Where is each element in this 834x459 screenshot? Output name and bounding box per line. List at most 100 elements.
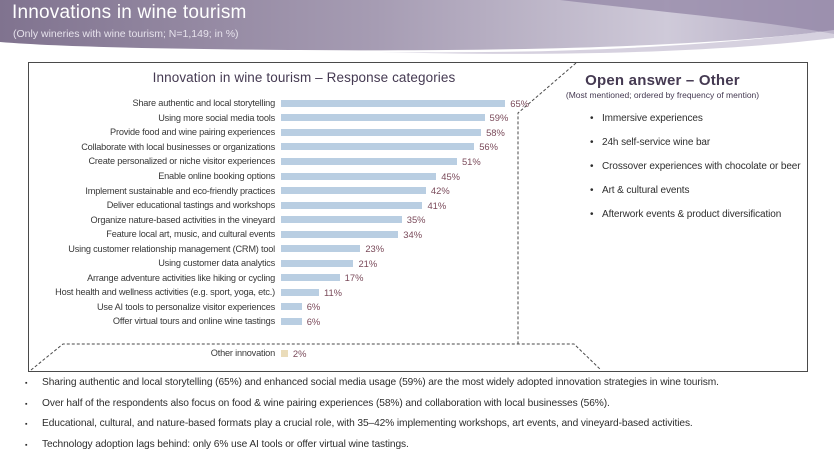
bar-value-label: 42%	[431, 185, 450, 196]
bar-value-label: 21%	[358, 258, 377, 269]
bar-row: Create personalized or niche visitor exp…	[31, 154, 577, 169]
bullet-icon: •	[590, 209, 602, 221]
bar-row: Organize nature-based activities in the …	[31, 212, 577, 227]
bar-value-label: 41%	[427, 200, 446, 211]
bar	[281, 158, 457, 165]
bar-track	[281, 274, 340, 281]
bar	[281, 143, 474, 150]
bar	[281, 129, 481, 136]
bar-category-label: Provide food and wine pairing experience…	[31, 127, 275, 137]
open-answer-item: •Art & cultural events	[590, 185, 801, 209]
bar-row: Arrange adventure activities like hiking…	[31, 271, 577, 286]
bar-track	[281, 143, 474, 150]
bar-value-label: 35%	[407, 214, 426, 225]
bar-track	[281, 187, 426, 194]
bar-value-label: 6%	[307, 316, 321, 327]
note-item-text: Educational, cultural, and nature-based …	[42, 418, 693, 430]
note-item: ▪Educational, cultural, and nature-based…	[25, 418, 820, 439]
bar-row: Host health and wellness activities (e.g…	[31, 285, 577, 300]
bullet-icon: ▪	[25, 418, 42, 431]
bar-track	[281, 202, 422, 209]
bar	[281, 289, 319, 296]
bar-value-label: 56%	[479, 141, 498, 152]
bar-value-label: 11%	[324, 287, 342, 298]
bar-track	[281, 114, 485, 121]
open-answer-item-text: Afterwork events & product diversificati…	[602, 209, 781, 221]
bar-row: Feature local art, music, and cultural e…	[31, 227, 577, 242]
bar	[281, 318, 302, 325]
bar-row: Offer virtual tours and online wine tast…	[31, 314, 577, 329]
bar-track	[281, 100, 505, 107]
bar-category-label: Using customer relationship management (…	[31, 244, 275, 254]
bar-track	[281, 303, 302, 310]
bar-category-label: Enable online booking options	[31, 171, 275, 181]
bar	[281, 100, 505, 107]
bar	[281, 274, 340, 281]
note-item-text: Technology adoption lags behind: only 6%…	[42, 439, 409, 451]
bar-category-label: Arrange adventure activities like hiking…	[31, 273, 275, 283]
open-answer-subtitle: (Most mentioned; ordered by frequency of…	[518, 90, 807, 100]
bar	[281, 202, 422, 209]
bar-value-label: 6%	[307, 301, 321, 312]
bar-category-label: Implement sustainable and eco-friendly p…	[31, 186, 275, 196]
bar-track	[281, 289, 319, 296]
open-answer-item: •24h self-service wine bar	[590, 137, 801, 161]
bar-track	[281, 350, 288, 357]
bar-value-label: 17%	[345, 272, 364, 283]
bar-row: Use AI tools to personalize visitor expe…	[31, 300, 577, 315]
bar-value-label: 59%	[490, 112, 509, 123]
bar-track	[281, 216, 402, 223]
bar-chart: Innovation in wine tourism – Response ca…	[31, 69, 577, 360]
bar-value-label: 34%	[403, 229, 422, 240]
bar-track	[281, 231, 398, 238]
bar	[281, 114, 485, 121]
bullet-icon: •	[590, 137, 602, 149]
bar-category-label: Organize nature-based activities in the …	[31, 215, 275, 225]
bar-value-label: 45%	[441, 171, 460, 182]
open-answer-item-text: 24h self-service wine bar	[602, 137, 710, 149]
open-answer-item: •Afterwork events & product diversificat…	[590, 209, 801, 233]
bar-category-label: Feature local art, music, and cultural e…	[31, 229, 275, 239]
bar-track	[281, 158, 457, 165]
open-answer-item-text: Crossover experiences with chocolate or …	[602, 161, 800, 173]
open-answer-item: •Immersive experiences	[590, 113, 801, 137]
note-item-text: Over half of the respondents also focus …	[42, 398, 610, 410]
note-item: ▪Sharing authentic and local storytellin…	[25, 377, 820, 398]
bar-category-label: Deliver educational tastings and worksho…	[31, 200, 275, 210]
note-item: ▪Over half of the respondents also focus…	[25, 398, 820, 419]
bar-row: Collaborate with local businesses or org…	[31, 140, 577, 155]
bar-row: Enable online booking options 45%	[31, 169, 577, 184]
bar	[281, 303, 302, 310]
open-answer-item-text: Immersive experiences	[602, 113, 703, 125]
bullet-icon: •	[590, 161, 602, 173]
page-subtitle: (Only wineries with wine tourism; N=1,14…	[13, 28, 239, 40]
bar-category-label: Collaborate with local businesses or org…	[31, 142, 275, 152]
header-banner: Innovations in wine tourism (Only wineri…	[0, 0, 834, 56]
bar-row: Using customer relationship management (…	[31, 241, 577, 256]
bar-row: Provide food and wine pairing experience…	[31, 125, 577, 140]
bar-category-label: Create personalized or niche visitor exp…	[31, 156, 275, 166]
bar-track	[281, 129, 481, 136]
bar-value-label: 51%	[462, 156, 481, 167]
open-answer-item: •Crossover experiences with chocolate or…	[590, 161, 801, 185]
page-title: Innovations in wine tourism	[12, 2, 247, 24]
bar	[281, 245, 360, 252]
bullet-icon: •	[590, 113, 602, 125]
open-answer-panel: Open answer – Other (Most mentioned; ord…	[518, 63, 807, 371]
bar-row: Deliver educational tastings and worksho…	[31, 198, 577, 213]
bar-category-label: Offer virtual tours and online wine tast…	[31, 316, 275, 326]
note-item: ▪Technology adoption lags behind: only 6…	[25, 439, 820, 459]
chart-title: Innovation in wine tourism – Response ca…	[31, 69, 577, 87]
note-item-text: Sharing authentic and local storytelling…	[42, 377, 719, 389]
bullet-icon: ▪	[25, 377, 42, 390]
bar-category-label: Share authentic and local storytelling	[31, 98, 275, 108]
bar-value-label: 2%	[293, 348, 307, 359]
bar	[281, 216, 402, 223]
bar-value-label: 58%	[486, 127, 505, 138]
bar-track	[281, 245, 360, 252]
bar-category-label: Use AI tools to personalize visitor expe…	[31, 302, 275, 312]
content-panel: Innovation in wine tourism – Response ca…	[28, 62, 808, 372]
